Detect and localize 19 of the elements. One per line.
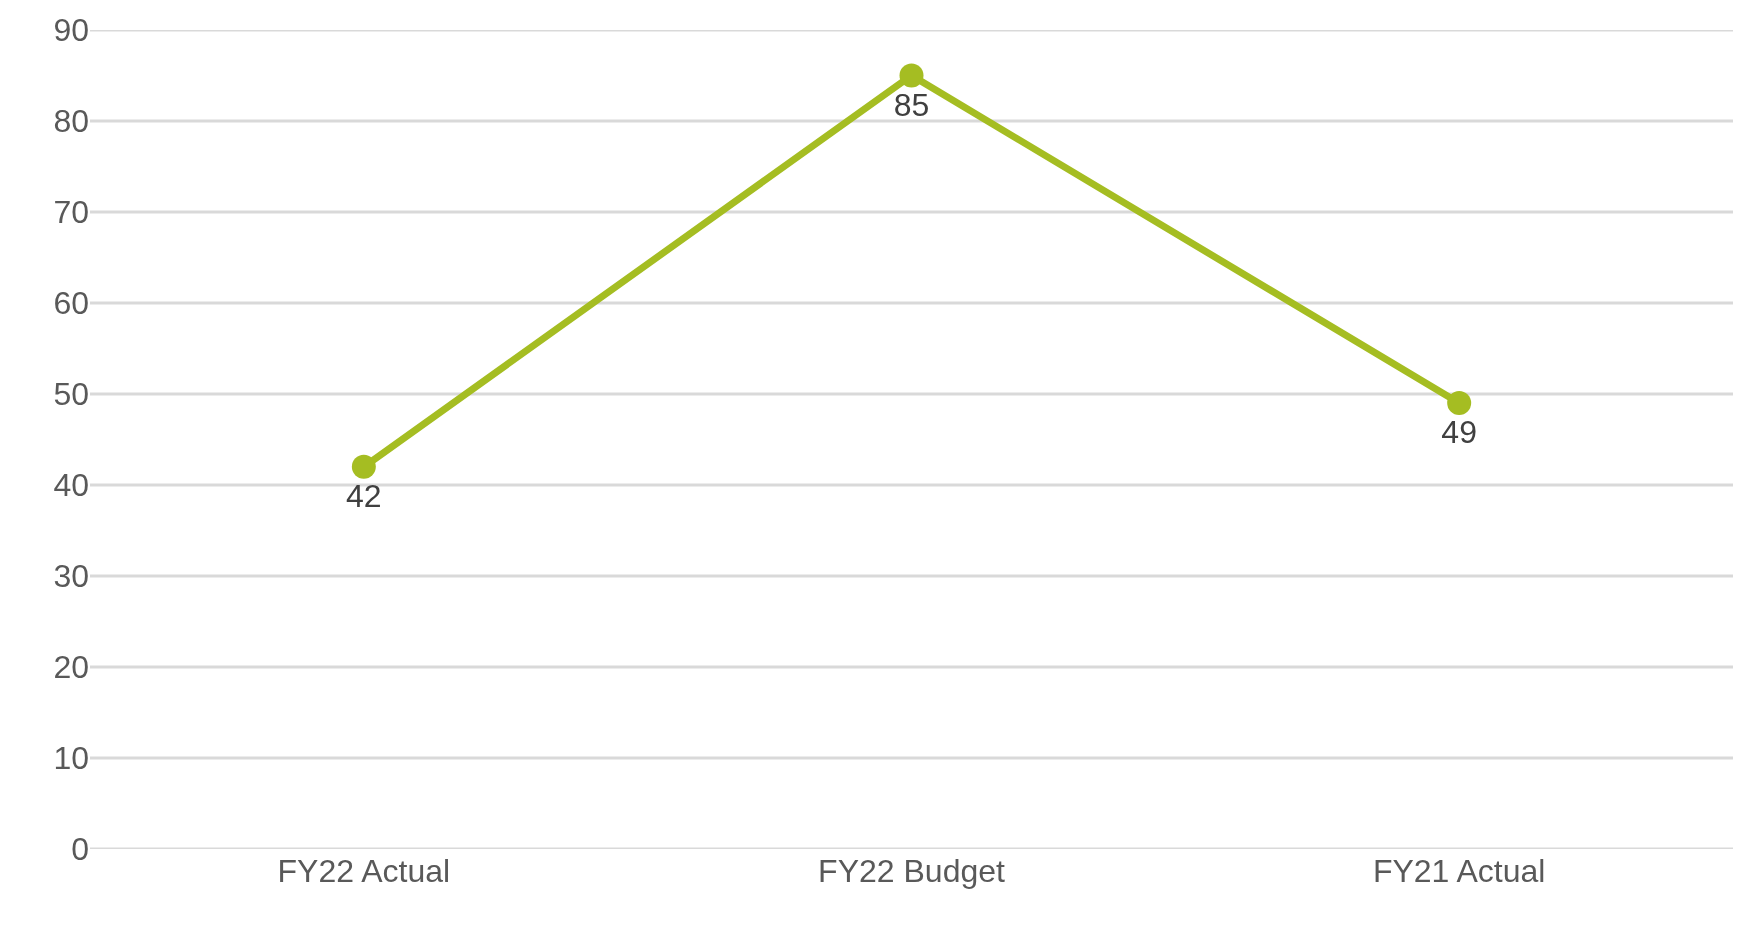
y-tick-label: 60: [53, 285, 89, 322]
point: [1447, 391, 1472, 416]
y-tick-label: 40: [53, 467, 89, 504]
y-tick-label: 30: [53, 558, 89, 595]
point: [351, 454, 376, 479]
y-tick-label: 20: [53, 649, 89, 686]
data-label: 49: [1441, 414, 1477, 451]
data-label: 42: [346, 477, 382, 514]
y-tick-label: 0: [71, 831, 89, 868]
x-tick-label: FY22 Actual: [277, 853, 451, 889]
y-tick-label: 70: [53, 194, 89, 231]
data-label: 85: [893, 86, 930, 123]
y-tick-label: 50: [53, 376, 89, 413]
y-tick-label: 10: [53, 740, 89, 777]
y-tick-label: 90: [53, 12, 89, 49]
x-tick-label: FY22 Budget: [818, 853, 1006, 889]
x-tick-label: FY21 Actual: [1372, 853, 1546, 889]
y-tick-label: 80: [53, 103, 89, 140]
point: [899, 63, 924, 88]
